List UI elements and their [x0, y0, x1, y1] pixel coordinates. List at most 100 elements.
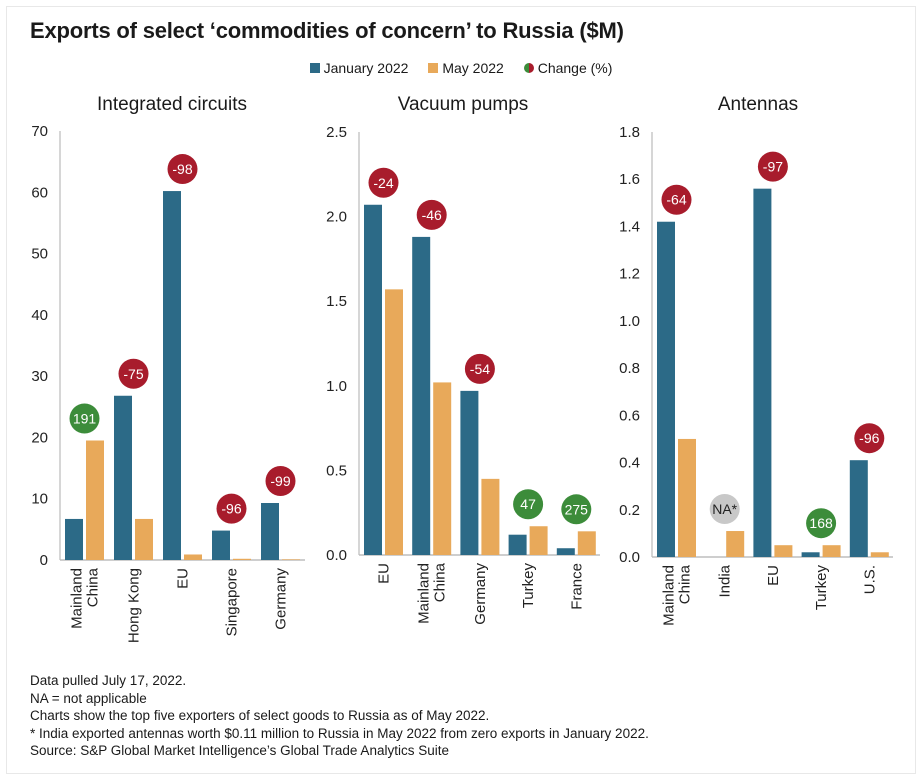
y-tick-label: 20 — [31, 429, 48, 446]
bar-may — [678, 438, 696, 557]
y-tick-label: 2.5 — [326, 124, 347, 141]
y-tick-label: 0.2 — [619, 502, 640, 519]
change-bubble — [416, 199, 447, 230]
panel-2: 0.0 0.2 0.4 0.6 0.8 1.0 1.2 1.4 1.6 1.8 -64 Mainlan… — [619, 124, 893, 626]
legend-swatch-january — [309, 63, 320, 73]
panel-title-antennas: Antennas — [717, 94, 799, 115]
bar-january — [212, 530, 230, 560]
change-bubble — [118, 358, 149, 389]
change-label: -97 — [763, 159, 783, 175]
change-bubble — [709, 494, 740, 525]
change-bubble — [561, 494, 592, 525]
bar-may — [870, 552, 889, 557]
category-label: India — [717, 564, 734, 597]
change-label: 275 — [565, 501, 589, 517]
change-bubble — [806, 508, 837, 539]
y-tick-label: 0.0 — [326, 547, 347, 564]
category-label: Singapore — [224, 568, 241, 636]
legend-swatch-may — [428, 63, 439, 73]
bar-may — [233, 558, 251, 560]
bar-may — [577, 531, 596, 555]
change-bubble — [757, 151, 788, 182]
bar-may — [282, 559, 300, 560]
category-label: EU — [376, 563, 393, 584]
panel-title-integrated-circuits: Integrated circuits — [97, 94, 247, 115]
legend-label-january: January 2022 — [323, 60, 409, 76]
bar-may — [529, 526, 548, 555]
y-tick-label: 2.0 — [326, 209, 347, 226]
bar-may — [726, 531, 745, 557]
change-bubble — [661, 184, 692, 215]
y-tick-label: 30 — [31, 368, 48, 385]
bar-may — [481, 478, 500, 555]
panel-0: 0 10 20 30 40 50 60 70 191 Mainland China -75 Hong K… — [31, 123, 305, 643]
change-label: NA* — [712, 501, 737, 517]
note-data-pulled: Data pulled July 17, 2022. — [30, 673, 187, 688]
y-tick-label: 0.6 — [619, 407, 640, 424]
chart-title: Exports of select ‘commodities of concer… — [30, 18, 624, 43]
y-tick-label: 1.5 — [326, 293, 347, 310]
bar-may — [385, 289, 403, 555]
bar-january — [753, 188, 772, 557]
note-source: Source: S&P Global Market Intelligence’s… — [30, 743, 449, 758]
change-bubble — [167, 154, 198, 185]
y-tick-label: 0.8 — [619, 360, 640, 377]
bar-may — [184, 554, 202, 560]
change-bubble — [464, 353, 495, 384]
category-label: Germany — [273, 568, 290, 630]
change-label: -24 — [373, 175, 393, 191]
y-tick-label: 0.4 — [619, 455, 640, 472]
bar-january — [163, 191, 181, 560]
panel-title-vacuum-pumps: Vacuum pumps — [397, 94, 529, 115]
change-label: -75 — [123, 366, 143, 382]
category-label: Mainland — [661, 565, 678, 626]
footnotes: Data pulled July 17, 2022. NA = not appl… — [30, 672, 649, 760]
y-tick-label: 70 — [31, 123, 48, 140]
bar-january — [849, 460, 868, 557]
change-label: -46 — [422, 207, 442, 223]
bar-may — [135, 518, 153, 560]
bar-january — [556, 548, 575, 555]
legend-label-change: Change (%) — [537, 60, 613, 76]
legend-item-change: Change (%) — [523, 60, 613, 76]
y-tick-label: 1.8 — [619, 124, 640, 141]
y-tick-label: 60 — [31, 184, 48, 201]
category-label: EU — [175, 568, 192, 589]
change-label: -98 — [172, 161, 192, 177]
category-label: Hong Kong — [126, 568, 143, 643]
note-india: * India exported antennas worth $0.11 mi… — [30, 725, 649, 741]
chart-frame — [6, 6, 916, 774]
category-label: Turkey — [520, 563, 537, 609]
category-label: France — [568, 563, 585, 610]
bar-may — [822, 545, 841, 557]
bar-may — [433, 382, 452, 555]
change-bubble — [216, 493, 247, 524]
change-label: -64 — [666, 192, 686, 208]
y-tick-label: 1.6 — [619, 171, 640, 188]
category-label: China — [85, 567, 102, 607]
y-tick-label: 0 — [40, 552, 48, 569]
bar-january — [261, 503, 279, 560]
y-tick-label: 1.2 — [619, 266, 640, 283]
change-label: -54 — [470, 361, 490, 377]
category-label: China — [677, 564, 694, 604]
bar-january — [364, 204, 382, 556]
change-label: 47 — [520, 496, 536, 512]
y-tick-label: 1.0 — [326, 378, 347, 395]
legend: January 2022 May 2022 Change (%) — [0, 60, 922, 76]
y-tick-label: 10 — [31, 491, 48, 508]
bar-january — [65, 518, 83, 560]
legend-item-january: January 2022 — [309, 60, 409, 76]
category-label: Germany — [472, 563, 489, 625]
change-bubble — [265, 466, 296, 497]
bar-january — [657, 221, 675, 557]
note-top-five: Charts show the top five exporters of se… — [30, 708, 490, 723]
bar-may — [774, 545, 793, 557]
category-label: U.S. — [861, 565, 878, 594]
y-tick-label: 1.4 — [619, 218, 640, 235]
legend-swatch-change — [523, 63, 534, 73]
change-label: -99 — [270, 473, 290, 489]
legend-item-may: May 2022 — [428, 60, 504, 76]
bar-january — [114, 395, 132, 560]
